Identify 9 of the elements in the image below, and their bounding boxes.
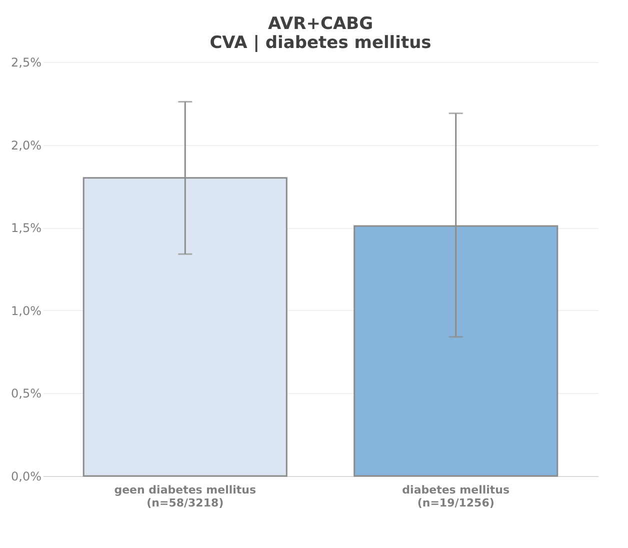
x-tick-label: geen diabetes mellitus (n=58/3218)	[114, 484, 256, 510]
y-tick-label: 1,5%	[11, 221, 42, 236]
y-tick-label: 2,0%	[11, 138, 42, 152]
y-tick-label: 2,5%	[11, 56, 42, 70]
x-tick-label: diabetes mellitus (n=19/1256)	[402, 484, 510, 510]
y-tick-label: 1,0%	[11, 304, 42, 318]
chart-title: AVR+CABG CVA | diabetes mellitus	[210, 14, 432, 53]
y-tick-label: 0,0%	[11, 470, 42, 484]
y-tick-label: 0,5%	[11, 386, 42, 401]
